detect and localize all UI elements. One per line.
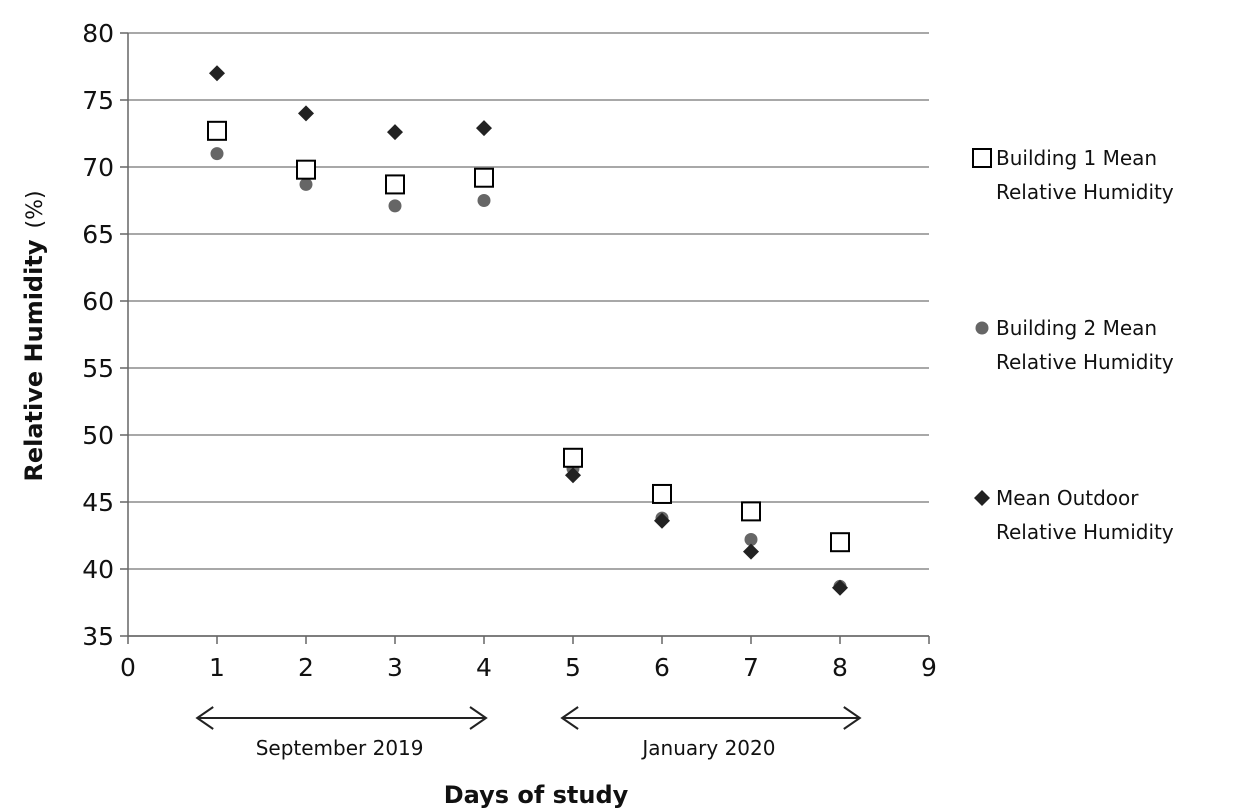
point-series1-day8 [830,532,850,553]
point-series2-day3 [388,199,402,213]
period-arrowhead-left-1 [195,706,214,730]
point-series3-day2 [298,105,314,122]
x-tick-label-0: 0 [120,653,136,682]
point-series1-day4 [474,167,494,188]
point-series3-day6 [654,512,670,529]
period-arrowhead-left-2 [560,706,579,730]
x-tick-label-7: 7 [743,653,759,682]
point-series2-day1 [210,147,224,161]
period-annotations: September 2019 January 2020 [195,706,862,760]
x-tick-label-8: 8 [832,653,848,682]
legend-marker-series1 [972,148,992,168]
axes [120,32,930,644]
point-series1-day1 [207,120,227,141]
x-tick-label-5: 5 [565,653,581,682]
legend-label-series3-line1: Mean Outdoor [996,486,1139,510]
y-tick-label-80: 80 [82,19,114,48]
legend: Building 1 Mean Relative Humidity Building… [972,146,1174,544]
point-series3-day4 [476,120,492,137]
legend-marker-series2 [975,321,989,335]
point-series1-day2 [296,159,316,180]
point-series1-day3 [385,174,405,195]
y-tick-label-45: 45 [82,488,114,517]
x-axis-title: Days of study [444,781,629,809]
point-series3-day5 [565,467,581,484]
point-series2-day7 [744,533,758,547]
y-axis-title: Relative Humidity (%) [20,190,48,481]
legend-label-series2-line1: Building 2 Mean [996,316,1157,340]
y-tick-label-65: 65 [82,220,114,249]
y-tick-label-60: 60 [82,287,114,316]
point-series1-day7 [741,501,761,522]
period-label-2: January 2020 [640,736,775,760]
point-series2-day4 [477,194,491,207]
y-tick-label-75: 75 [82,86,114,115]
point-series3-day3 [387,124,403,141]
y-axis-title-unit: (%) [23,190,48,228]
point-series3-day8 [832,579,848,596]
period-label-1: September 2019 [256,736,424,760]
legend-label-series1-line2: Relative Humidity [996,180,1174,204]
gridlines [128,32,929,637]
point-series3-day1 [209,65,225,82]
legend-label-series1-line1: Building 1 Mean [996,146,1157,170]
point-series1-day6 [652,483,672,504]
x-tick-label-9: 9 [921,653,937,682]
point-series1-day5 [563,447,583,468]
period-arrowhead-right-1 [469,706,488,730]
period-arrowhead-right-2 [843,706,862,730]
x-tick-label-6: 6 [654,653,670,682]
y-tick-label-50: 50 [82,421,114,450]
x-tick-label-4: 4 [476,653,492,682]
y-tick-label-35: 35 [82,622,114,651]
legend-marker-series3 [974,490,990,506]
point-series2-day2 [299,177,313,191]
legend-label-series2-line2: Relative Humidity [996,350,1174,374]
legend-label-series3-line2: Relative Humidity [996,520,1174,544]
point-series3-day7 [743,543,759,560]
x-tick-label-2: 2 [298,653,314,682]
x-tick-label-3: 3 [387,653,403,682]
x-tick-label-1: 1 [209,653,225,682]
y-tick-label-70: 70 [82,153,114,182]
y-tick-label-55: 55 [82,354,114,383]
y-tick-label-40: 40 [82,555,114,584]
data-points [207,65,850,596]
y-axis-title-main: Relative Humidity [20,239,48,481]
